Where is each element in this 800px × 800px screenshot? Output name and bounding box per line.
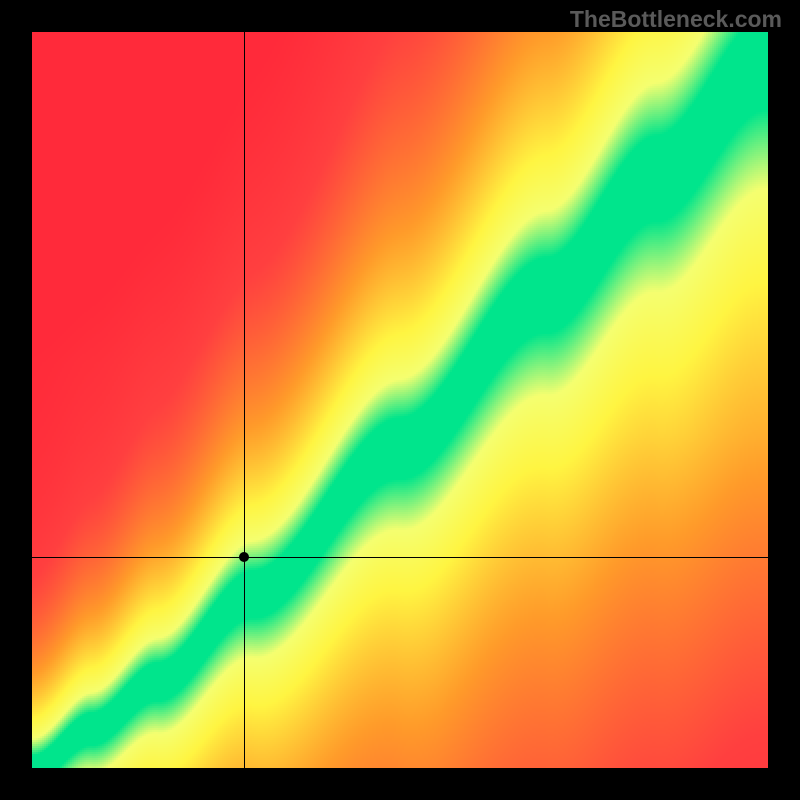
- plot-area: [32, 32, 768, 768]
- chart-container: TheBottleneck.com: [0, 0, 800, 800]
- data-point-marker: [239, 552, 249, 562]
- crosshair-horizontal: [32, 557, 768, 558]
- crosshair-vertical: [244, 32, 245, 768]
- heatmap-canvas: [32, 32, 768, 768]
- watermark-text: TheBottleneck.com: [570, 6, 782, 33]
